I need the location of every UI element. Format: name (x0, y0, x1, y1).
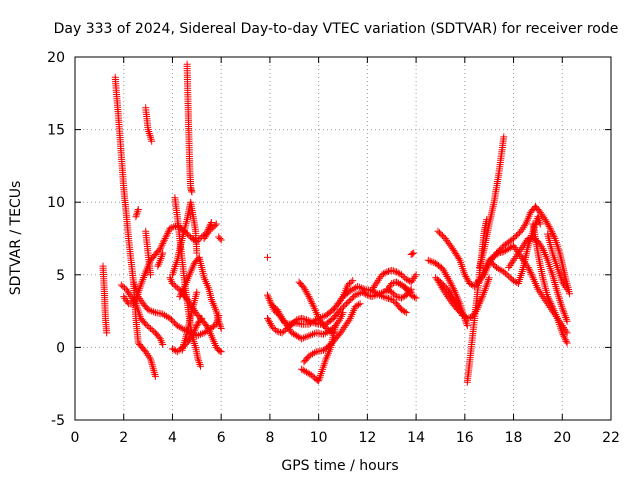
y-tick-label: -5 (51, 413, 65, 429)
x-tick-label: 4 (168, 430, 177, 446)
data-point-markers (368, 266, 420, 293)
data-point-markers (171, 194, 204, 370)
data-point-markers (154, 249, 167, 270)
data-point-markers (295, 278, 337, 337)
series-track-17 (200, 220, 220, 242)
data-point-markers (178, 288, 201, 354)
x-tick-label: 0 (71, 430, 80, 446)
chart-title: Day 333 of 2024, Sidereal Day-to-day VTE… (54, 21, 619, 37)
data-point-markers (544, 230, 571, 293)
series-track-36 (475, 133, 508, 271)
y-tick-label: 15 (47, 123, 65, 139)
series-track-03 (117, 281, 167, 348)
data-point-markers (334, 277, 357, 308)
series-track-08 (142, 227, 154, 279)
series-track-18 (215, 233, 225, 244)
x-axis-label: GPS time / hours (281, 458, 398, 474)
series-track-25 (295, 278, 337, 337)
x-tick-label: 16 (456, 430, 474, 446)
series-track-16 (183, 60, 196, 196)
series-track-07 (142, 104, 156, 145)
data-point-markers (529, 220, 571, 347)
data-point-markers (142, 227, 154, 279)
x-tick-label: 14 (407, 430, 425, 446)
y-tick-label: 0 (56, 340, 65, 356)
series-track-13 (171, 194, 204, 370)
data-point-markers (183, 60, 196, 196)
series-track-01 (99, 262, 111, 337)
data-point-markers (434, 274, 493, 322)
series-track-15 (178, 288, 201, 354)
x-tick-label: 18 (505, 430, 523, 446)
x-tick-label: 2 (119, 430, 128, 446)
data-point-markers (132, 206, 142, 221)
series-track-30 (393, 278, 420, 302)
data-point-markers (485, 213, 544, 287)
x-tick-label: 12 (358, 430, 376, 446)
y-tick-label: 20 (47, 50, 65, 66)
plot-frame (74, 56, 612, 421)
data-point-markers (407, 249, 418, 258)
series-track-09 (154, 249, 167, 270)
series-track-38 (485, 213, 544, 287)
data-point-markers (117, 281, 167, 348)
data-point-markers (264, 253, 271, 261)
x-tick-label: 6 (217, 430, 226, 446)
series-track-14 (176, 253, 225, 332)
series-track-40 (529, 220, 571, 347)
series-track-37 (473, 203, 574, 298)
data-point-markers (393, 278, 420, 302)
data-point-markers (111, 73, 159, 380)
data-point-markers (473, 203, 574, 298)
series-track-02 (111, 73, 159, 380)
series-track-24 (300, 300, 364, 366)
y-tick-label: 5 (56, 268, 65, 284)
series-track-32 (434, 274, 493, 322)
data-marks (99, 60, 574, 386)
data-point-markers (142, 104, 156, 145)
series-track-27 (368, 266, 420, 293)
data-point-markers (200, 220, 220, 242)
data-point-markers (176, 253, 225, 332)
series-track-26 (334, 277, 357, 308)
data-point-markers (432, 274, 466, 319)
x-tick-label: 8 (265, 430, 274, 446)
data-point-markers (215, 233, 225, 244)
series-track-19 (264, 253, 271, 261)
x-tick-label: 22 (602, 430, 620, 446)
data-point-markers (99, 262, 111, 337)
axis-layer: 0 2 4 6 8 10 12 14 16 18 20 22 -5 0 5 10 15 20 (47, 50, 620, 446)
x-tick-label: 10 (310, 430, 328, 446)
grid-layer (75, 57, 611, 420)
series-track-06 (132, 206, 142, 221)
x-tick-label: 20 (553, 430, 571, 446)
series-track-33 (432, 274, 466, 319)
series-track-29 (407, 249, 418, 258)
data-point-markers (300, 300, 364, 366)
series-track-41 (544, 230, 571, 293)
data-point-markers (475, 133, 508, 271)
y-tick-label: 10 (47, 195, 65, 211)
y-axis-label: SDTVAR / TECUs (8, 181, 24, 296)
